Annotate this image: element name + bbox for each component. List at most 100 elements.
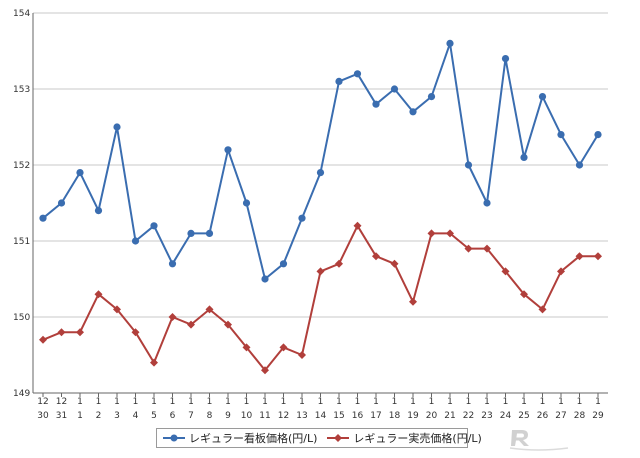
x-tick-label-day: 27	[555, 411, 566, 421]
data-point	[168, 260, 177, 268]
data-point	[131, 237, 140, 245]
legend-swatch-circle-icon	[163, 434, 185, 442]
legend-swatch-diamond-icon	[327, 434, 350, 442]
x-tick-label-month: 1	[558, 397, 564, 407]
legend-label-list-price: レギュラー看板価格(円/L)	[189, 432, 318, 445]
data-point	[150, 358, 158, 367]
data-point	[353, 70, 362, 78]
data-point	[483, 244, 491, 253]
data-point	[409, 108, 417, 116]
data-point	[113, 305, 121, 314]
data-point	[557, 131, 565, 139]
data-point	[335, 259, 343, 268]
x-tick-label-day: 26	[537, 411, 549, 421]
data-point	[594, 252, 602, 261]
data-point	[187, 229, 195, 237]
data-point	[427, 93, 436, 101]
data-point	[316, 169, 325, 177]
x-tick-label-month: 1	[207, 397, 213, 407]
data-point	[298, 351, 306, 359]
y-tick-label: 150	[13, 313, 30, 323]
data-point	[575, 252, 584, 261]
data-point	[150, 222, 158, 230]
x-tick-label-day: 4	[133, 411, 139, 421]
data-point	[446, 39, 454, 48]
y-tick-label: 153	[13, 85, 30, 95]
data-point	[57, 199, 66, 207]
x-tick-label-day: 5	[151, 411, 157, 421]
x-tick-label-month: 1	[466, 397, 472, 407]
x-tick-label-month: 1	[355, 397, 361, 407]
x-tick-label-month: 1	[96, 397, 102, 407]
x-tick-label-month: 12	[37, 397, 48, 407]
x-tick-labels: 1230123111121314151617181911011111211311…	[37, 397, 604, 421]
x-tick-label-month: 1	[299, 397, 305, 407]
x-tick-label-day: 14	[315, 411, 327, 421]
x-tick-label-day: 20	[426, 411, 438, 421]
data-point	[335, 77, 343, 85]
data-point	[372, 252, 380, 261]
x-tick-label-month: 1	[484, 397, 490, 407]
series-line	[42, 224, 598, 372]
x-tick-label-day: 30	[37, 411, 49, 421]
x-tick-label-month: 1	[447, 397, 453, 407]
x-tick-label-day: 10	[241, 411, 253, 421]
data-point	[242, 199, 251, 207]
x-tick-label-day: 15	[333, 411, 344, 421]
y-tick-label: 151	[13, 237, 30, 247]
data-point	[427, 229, 436, 238]
x-tick-label-month: 1	[114, 397, 120, 407]
data-point	[39, 335, 47, 344]
x-tick-label-day: 24	[500, 411, 512, 421]
data-point	[113, 123, 121, 131]
data-point	[520, 290, 528, 299]
series-1	[39, 221, 602, 375]
x-tick-label-month: 1	[133, 397, 139, 407]
y-tick-label: 154	[13, 9, 30, 19]
x-tick-label-day: 16	[352, 411, 364, 421]
series-layer	[39, 39, 602, 375]
data-point	[168, 313, 177, 321]
data-point	[372, 100, 380, 108]
x-tick-label-month: 1	[244, 397, 250, 407]
x-tick-label-month: 1	[521, 397, 527, 407]
x-tick-label-day: 23	[481, 411, 492, 421]
x-tick-label-day: 25	[518, 411, 529, 421]
x-tick-label-day: 29	[592, 411, 604, 421]
data-point	[279, 260, 288, 268]
data-point	[538, 93, 547, 101]
x-tick-label-month: 1	[262, 397, 268, 407]
legend: レギュラー看板価格(円/L) レギュラー実売価格(円/L)	[156, 428, 482, 448]
x-tick-label-day: 21	[444, 411, 455, 421]
y-tick-label: 149	[13, 389, 30, 399]
x-tick-label-day: 2	[96, 411, 102, 421]
data-point	[205, 229, 214, 237]
x-tick-label-day: 9	[225, 411, 231, 421]
data-point	[464, 244, 473, 253]
data-point	[557, 267, 565, 276]
y-tick-label: 152	[13, 161, 30, 171]
data-point	[409, 297, 417, 306]
data-point	[353, 221, 362, 230]
data-point	[76, 169, 84, 177]
x-tick-label-day: 31	[56, 411, 67, 421]
x-tick-label-day: 8	[207, 411, 213, 421]
data-point	[242, 343, 251, 352]
x-tick-label-day: 6	[170, 411, 176, 421]
data-point	[446, 229, 454, 238]
data-point	[94, 290, 103, 299]
data-point	[483, 199, 491, 207]
data-point	[57, 328, 66, 337]
data-point	[501, 267, 510, 276]
legend-item-actual-price: レギュラー実売価格(円/L)	[327, 430, 482, 446]
axes	[32, 13, 608, 397]
x-tick-label-month: 1	[373, 397, 379, 407]
x-tick-label-month: 1	[336, 397, 342, 407]
legend-item-list-price: レギュラー看板価格(円/L)	[163, 430, 317, 446]
x-tick-label-day: 12	[278, 411, 289, 421]
x-tick-label-day: 19	[407, 411, 419, 421]
data-point	[224, 320, 232, 329]
data-point	[224, 146, 232, 154]
x-tick-label-month: 1	[540, 397, 546, 407]
